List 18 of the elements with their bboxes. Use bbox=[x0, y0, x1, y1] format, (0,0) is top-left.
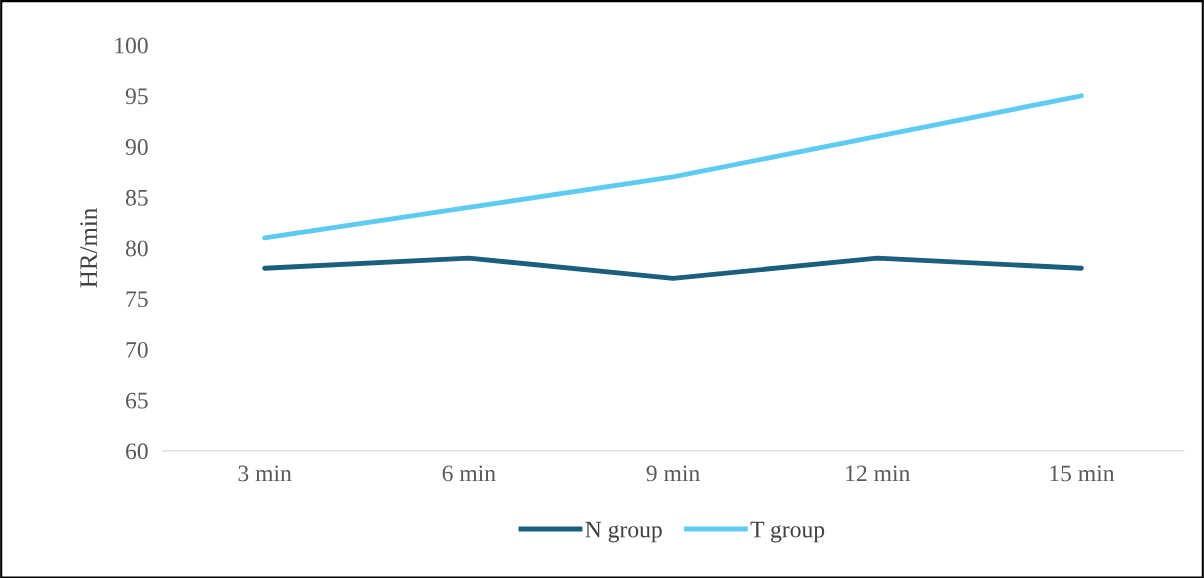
y-tick-label: 85 bbox=[125, 189, 148, 206]
legend-label: T group bbox=[750, 521, 825, 543]
x-tick-label: 9 min bbox=[646, 465, 700, 482]
y-tick-label: 95 bbox=[125, 88, 148, 105]
y-tick-label: 65 bbox=[126, 392, 148, 409]
y-tick-label: 80 bbox=[125, 240, 148, 257]
y-tick-label: 75 bbox=[126, 291, 148, 308]
y-tick-label: 60 bbox=[126, 443, 148, 460]
x-tick-label: 6 min bbox=[442, 465, 496, 482]
y-axis-title: HR/min bbox=[80, 208, 98, 288]
y-tick-label: 100 bbox=[115, 37, 148, 54]
legend-label: N group bbox=[585, 521, 662, 543]
y-tick-label: 90 bbox=[125, 139, 148, 155]
x-tick-label: 15 min bbox=[1050, 465, 1115, 482]
y-tick-label: 70 bbox=[126, 341, 148, 358]
x-tick-label: 12 min bbox=[846, 465, 910, 482]
line-series bbox=[262, 93, 1084, 241]
x-tick-label: 3 min bbox=[238, 465, 292, 482]
